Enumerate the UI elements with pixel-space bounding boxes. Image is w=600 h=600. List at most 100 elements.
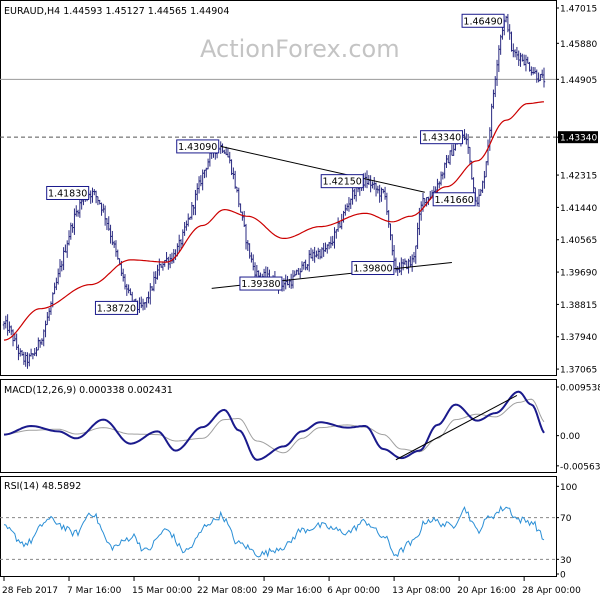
candle: [371, 181, 374, 189]
rsi-tick-label: 30: [560, 556, 572, 566]
candle: [501, 26, 504, 40]
candle: [345, 203, 349, 211]
candle: [91, 187, 94, 203]
annotation-text: 1.41830: [48, 188, 87, 199]
candle: [233, 170, 237, 189]
candle: [187, 213, 190, 227]
candle: [542, 67, 546, 88]
candle: [17, 344, 20, 361]
price-annotation: 1.39380: [239, 276, 283, 291]
candle: [47, 307, 51, 321]
candle: [452, 144, 455, 156]
x-tick-label: 13 Apr 08:00: [392, 586, 451, 596]
candle: [284, 274, 287, 290]
candle: [75, 205, 78, 217]
candle: [121, 268, 125, 282]
annotation-text: 1.39800: [353, 264, 392, 275]
annotation-box: [176, 139, 220, 154]
candle: [26, 352, 29, 369]
candle: [252, 254, 255, 271]
x-tick-label: 20 Apr 16:00: [457, 586, 516, 596]
candle: [56, 268, 60, 285]
macd-tick-label: -0.005637: [560, 462, 600, 472]
candle: [293, 270, 296, 277]
candle: [156, 264, 159, 280]
candle: [448, 150, 452, 165]
price-tick-label: 1.40565: [560, 236, 597, 246]
candle: [508, 24, 511, 40]
candle: [141, 298, 145, 311]
candle: [11, 329, 15, 347]
annotation-text: 1.39380: [241, 279, 280, 290]
macd-tick-label: 0.009538: [560, 384, 600, 394]
price-annotation: 1.39800: [351, 261, 395, 276]
rsi-tick-label: 0: [560, 571, 566, 581]
candle: [302, 261, 305, 270]
candle: [441, 171, 445, 180]
candle: [165, 251, 168, 262]
price-tick-label: 1.39690: [560, 269, 597, 279]
candle: [2, 321, 6, 330]
candle: [317, 247, 320, 260]
price-tick-label: 1.37065: [560, 366, 597, 376]
candle: [62, 247, 65, 271]
candle: [364, 172, 367, 188]
candle: [533, 67, 537, 74]
candle: [515, 46, 519, 60]
annotation-box: [320, 174, 364, 189]
candle: [147, 291, 150, 304]
x-tick-label: 7 Mar 16:00: [67, 586, 122, 596]
candle: [170, 252, 174, 265]
symbol-label: EURAUD,H4 1.44593 1.45127 1.44565 1.4490…: [4, 6, 229, 17]
candle: [466, 134, 470, 154]
price-tick-highlight: [558, 131, 598, 144]
price-tick-label: 1.43340: [560, 134, 597, 144]
x-tick-label: 28 Apr 00:00: [522, 586, 581, 596]
candle: [517, 50, 520, 66]
price-axis-ticks: 1.47015 1.45880 1.44905 1.43340 1.42315 1.414…: [556, 5, 598, 376]
candle: [450, 144, 454, 156]
annotation-box: [46, 185, 90, 200]
candle: [114, 240, 118, 257]
candle: [349, 198, 352, 209]
annotation-box: [461, 13, 505, 28]
candle: [152, 271, 156, 292]
x-tick-label: 22 Mar 08:00: [197, 586, 257, 596]
candle: [235, 186, 239, 193]
candle: [123, 274, 127, 290]
ma-line: [3, 101, 545, 341]
candle: [37, 337, 40, 351]
watermark: ActionForex.com: [200, 35, 400, 63]
candle: [24, 352, 27, 367]
candle: [183, 222, 186, 236]
candle: [416, 222, 419, 249]
rsi-line: [3, 505, 545, 558]
candle: [103, 205, 107, 226]
candle: [495, 59, 499, 86]
candle: [447, 155, 450, 164]
candle: [387, 210, 390, 228]
candle: [100, 202, 103, 216]
candle: [468, 146, 472, 166]
candle: [66, 240, 69, 258]
candle: [145, 297, 148, 308]
candle: [322, 242, 325, 257]
macd-main-line: [3, 390, 545, 461]
candle: [143, 302, 147, 310]
price-tick-label: 1.37940: [560, 333, 597, 343]
candle: [443, 162, 446, 179]
candle: [246, 240, 250, 252]
candle: [149, 283, 152, 305]
price-levels: [0, 78, 556, 138]
candle: [127, 284, 130, 294]
candle: [353, 188, 356, 200]
candle: [340, 213, 343, 230]
candle: [329, 236, 333, 249]
candle: [513, 49, 517, 58]
candle: [244, 223, 248, 250]
candle: [154, 271, 157, 284]
candle: [177, 234, 181, 253]
candle: [42, 329, 45, 347]
x-tick-label: 6 Apr 00:00: [327, 586, 380, 596]
